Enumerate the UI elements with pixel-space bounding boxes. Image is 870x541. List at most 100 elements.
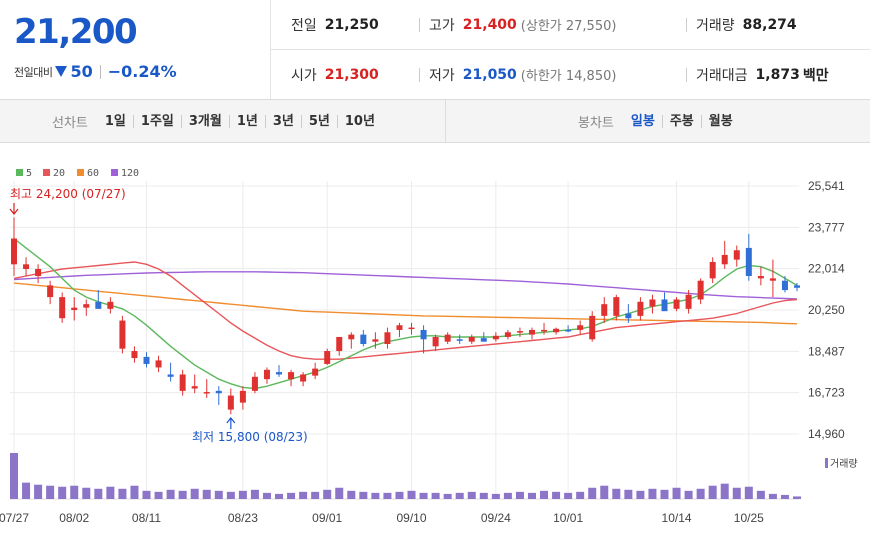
legend-label: 60 bbox=[87, 168, 99, 179]
candle-body bbox=[480, 338, 487, 342]
low-price: 저가 21,050 (하한가 14,850) bbox=[429, 50, 616, 99]
candle-body bbox=[227, 395, 234, 410]
candle-body bbox=[384, 332, 391, 344]
candle-body bbox=[348, 334, 355, 340]
change-points: 50 bbox=[70, 62, 93, 81]
change-percent: −0.24% bbox=[107, 62, 177, 81]
x-tick-label: 08/23 bbox=[228, 511, 258, 525]
price-summary: 21,200 전일대비 50 −0.24% bbox=[0, 0, 271, 99]
x-tick-label: 07/27 bbox=[0, 511, 29, 525]
volume-bar bbox=[154, 491, 163, 499]
trade-value: 거래대금 1,873 백만 bbox=[696, 50, 837, 99]
volume-bar bbox=[503, 492, 512, 499]
candle-body bbox=[589, 315, 596, 340]
volume-bar bbox=[744, 486, 753, 499]
candle-body bbox=[215, 390, 222, 394]
candle-body bbox=[613, 297, 620, 316]
volume-bar bbox=[106, 486, 115, 499]
volume-bar bbox=[46, 485, 55, 499]
volume-bar bbox=[142, 490, 151, 499]
candle-body bbox=[143, 356, 150, 364]
legend-label: 5 bbox=[26, 168, 32, 179]
volume-bar bbox=[624, 489, 633, 499]
low-label: 저가 bbox=[429, 67, 455, 84]
volume-bar bbox=[708, 485, 717, 499]
candle-body bbox=[59, 297, 66, 319]
volume-bar bbox=[684, 490, 693, 499]
quote-row-2: 시가 21,300 저가 21,050 (하한가 14,850) 거래대금 1,… bbox=[271, 50, 870, 99]
candle-body bbox=[155, 360, 162, 368]
candle-body bbox=[396, 325, 403, 330]
y-tick-label: 18,487 bbox=[808, 344, 845, 358]
candle-body bbox=[733, 250, 740, 260]
candle-body bbox=[288, 372, 295, 380]
period-1y[interactable]: 1년 bbox=[228, 114, 265, 128]
candle-body bbox=[745, 247, 752, 277]
volume-bar bbox=[407, 490, 416, 499]
volume-bar bbox=[94, 488, 103, 499]
volume-bar bbox=[467, 491, 476, 499]
candle-body bbox=[276, 372, 283, 375]
price-change: 전일대비 50 −0.24% bbox=[14, 62, 177, 81]
x-tick-label: 10/01 bbox=[553, 511, 583, 525]
low-value: 21,050 bbox=[462, 66, 517, 83]
volume-bar bbox=[214, 490, 223, 499]
candle-chart-label: 봉차트 bbox=[578, 115, 614, 131]
low-arrow-icon bbox=[226, 417, 236, 429]
high-value: 21,400 bbox=[462, 16, 517, 33]
period-1d[interactable]: 1일 bbox=[104, 113, 126, 129]
candle-monthly[interactable]: 월봉 bbox=[700, 114, 740, 128]
period-3y[interactable]: 3년 bbox=[264, 114, 301, 128]
y-tick-label: 20,250 bbox=[808, 303, 845, 317]
candle-body bbox=[179, 374, 186, 391]
y-tick-label: 22,014 bbox=[808, 262, 845, 276]
period-5y[interactable]: 5년 bbox=[300, 114, 337, 128]
candle-weekly[interactable]: 주봉 bbox=[661, 114, 701, 128]
volume-bar bbox=[82, 487, 91, 499]
open-price: 시가 21,300 bbox=[291, 50, 379, 99]
volume-bar bbox=[455, 492, 464, 499]
volume-bar bbox=[732, 487, 741, 499]
candle-body bbox=[360, 334, 367, 344]
ma20-line bbox=[13, 261, 798, 360]
candle-body bbox=[408, 327, 415, 330]
volume-bar bbox=[347, 490, 356, 499]
candle-body bbox=[673, 299, 680, 309]
candle-body bbox=[565, 329, 572, 332]
volume-bar bbox=[202, 489, 211, 499]
volume-bar bbox=[612, 488, 621, 499]
candle-daily[interactable]: 일봉 bbox=[630, 113, 655, 129]
ma60-line bbox=[13, 282, 798, 325]
candle-chart-periods: 봉차트 일봉 주봉 월봉 bbox=[578, 100, 740, 142]
period-1w[interactable]: 1주일 bbox=[132, 114, 181, 128]
candle-body bbox=[709, 261, 716, 279]
y-tick-label: 14,960 bbox=[808, 427, 845, 441]
volume-bar bbox=[527, 492, 536, 499]
legend-label: 120 bbox=[121, 168, 139, 179]
candle-body bbox=[312, 368, 319, 376]
volume: 거래량 88,274 bbox=[696, 0, 797, 49]
period-10y[interactable]: 10년 bbox=[336, 114, 382, 128]
candle-body bbox=[625, 313, 632, 319]
lower-limit: (하한가 14,850) bbox=[520, 69, 617, 84]
candle-body bbox=[131, 351, 138, 359]
candle-body bbox=[553, 328, 560, 333]
high-arrow-icon bbox=[9, 203, 19, 215]
volume-bar bbox=[58, 486, 67, 499]
volume-bar bbox=[34, 484, 43, 499]
candle-body bbox=[47, 285, 54, 298]
candle-body bbox=[239, 390, 246, 403]
low-annotation: 최저 15,800 (08/23) bbox=[192, 430, 308, 444]
ma120-line bbox=[13, 271, 798, 300]
change-label: 전일대비 bbox=[14, 65, 53, 79]
line-chart-label: 선차트 bbox=[52, 115, 88, 131]
volume-bar bbox=[190, 488, 199, 499]
volume-bar bbox=[178, 490, 187, 499]
prev-close: 전일 21,250 bbox=[291, 0, 379, 49]
x-tick-label: 10/14 bbox=[662, 511, 692, 525]
period-3m[interactable]: 3개월 bbox=[180, 114, 229, 128]
volume-value: 88,274 bbox=[742, 16, 797, 33]
candle-body bbox=[119, 320, 126, 349]
volume-bar bbox=[768, 493, 777, 499]
y-tick-label: 23,777 bbox=[808, 220, 845, 234]
